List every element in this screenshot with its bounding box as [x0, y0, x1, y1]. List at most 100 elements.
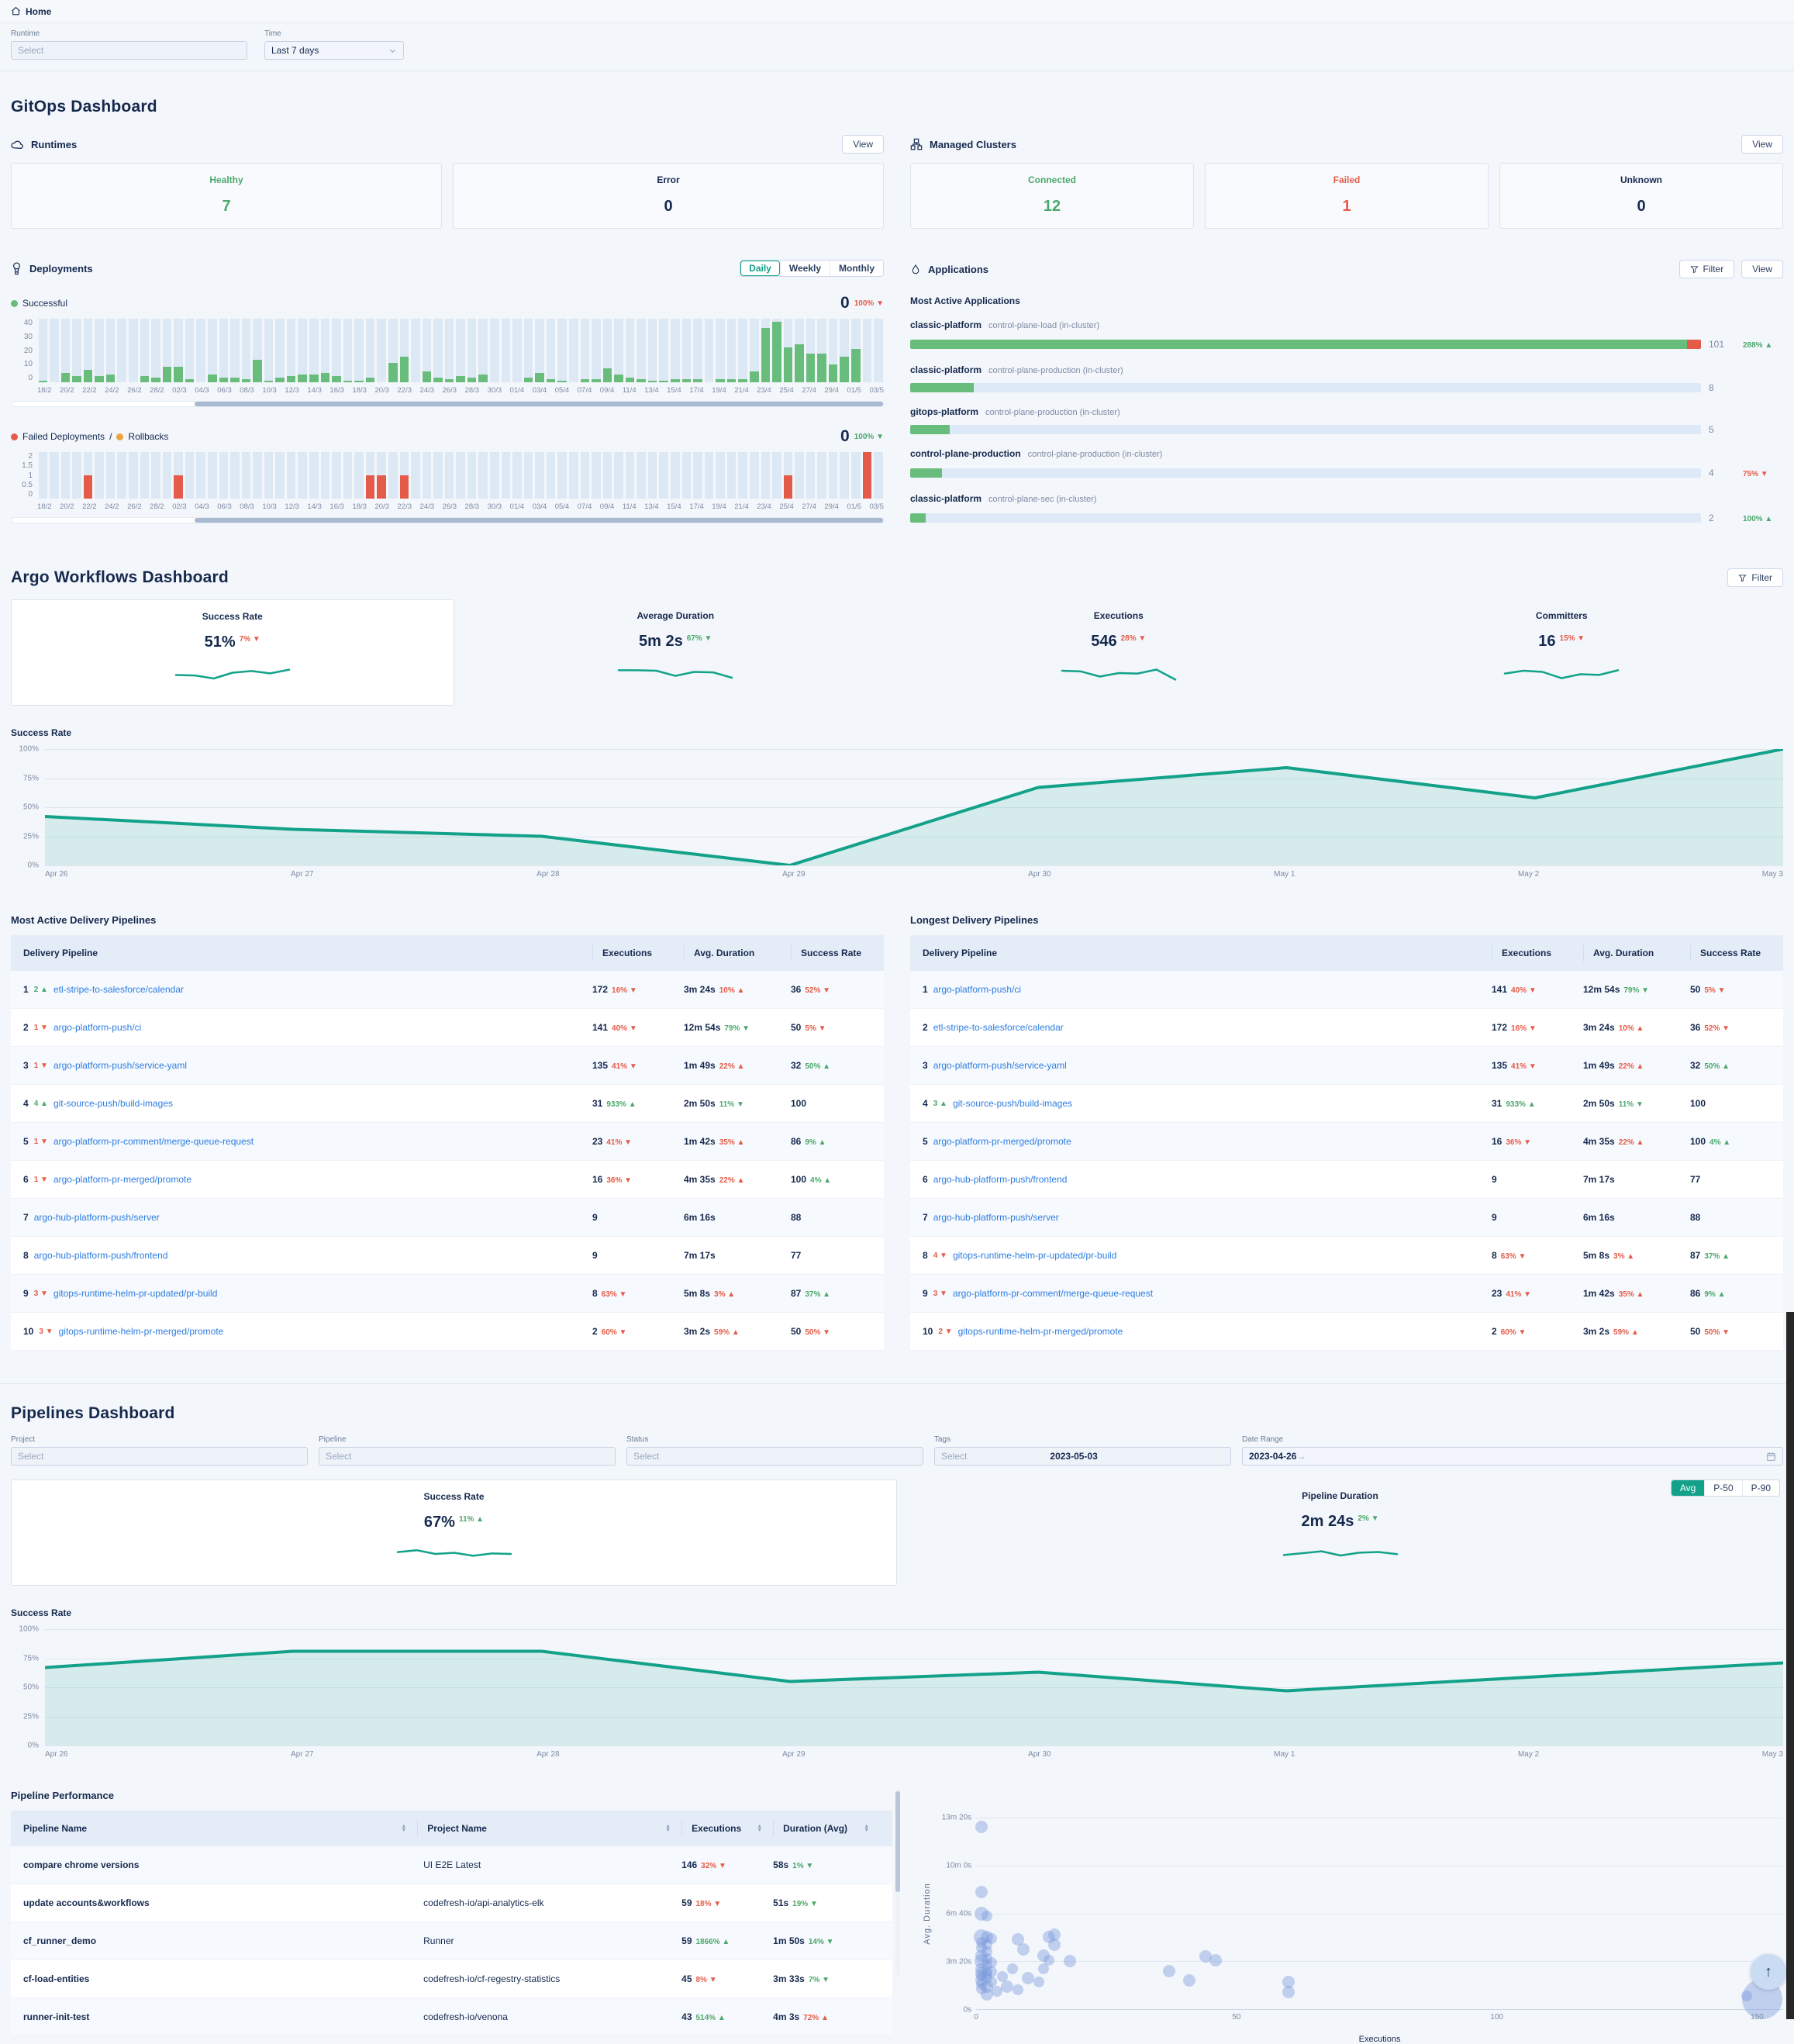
bar-slot: [443, 452, 455, 499]
table-header: Delivery Pipeline Executions Avg. Duration…: [910, 935, 1783, 971]
pipeline-link[interactable]: argo-platform-push/ci: [933, 984, 1022, 995]
value: 3m 2s: [1583, 1326, 1610, 1337]
date-range-picker[interactable]: 2023-04-26 → 2023-05-03: [1050, 1447, 1783, 1466]
delta-down: 60% ▼: [601, 1328, 627, 1337]
pipeline-link[interactable]: gitops-runtime-helm-pr-merged/promote: [58, 1326, 224, 1337]
pipeline-link[interactable]: argo-platform-pr-comment/merge-queue-req…: [952, 1288, 1154, 1299]
pipeline-link[interactable]: git-source-push/build-images: [53, 1098, 174, 1109]
bar: [716, 378, 725, 382]
pipeline-link[interactable]: argo-platform-pr-comment/merge-queue-req…: [53, 1136, 254, 1147]
runtimes-view-button[interactable]: View: [842, 135, 884, 154]
scatter-point: [975, 1885, 988, 1898]
bar-slot: [873, 452, 885, 499]
table-scrollbar[interactable]: [895, 1790, 901, 1976]
project-select[interactable]: Select: [11, 1447, 308, 1466]
delta-down: 2 ▼: [938, 1327, 953, 1336]
sort-icon[interactable]: ▲ ▼: [401, 1824, 407, 1833]
value: 58s: [773, 1859, 789, 1870]
pipeline-link[interactable]: argo-platform-push/ci: [53, 1022, 142, 1033]
stat-card-executions[interactable]: Executions 546 28% ▼: [897, 599, 1340, 706]
stat-card-average-duration[interactable]: Average Duration 5m 2s 67% ▼: [454, 599, 898, 706]
sort-icon[interactable]: ▲ ▼: [757, 1824, 763, 1833]
stat-card-success-rate[interactable]: Success Rate 51% 7% ▼: [11, 599, 454, 706]
bar-slot: [252, 319, 264, 382]
application-name[interactable]: control-plane-production: [910, 448, 1021, 459]
section-divider: [0, 1383, 1794, 1384]
duration-mode-avg[interactable]: Avg: [1671, 1480, 1705, 1496]
clusters-view-button[interactable]: View: [1741, 135, 1783, 154]
bar: [840, 357, 849, 382]
tags-select[interactable]: Select: [934, 1447, 1231, 1466]
time-value: Last 7 days: [271, 45, 319, 56]
applications-view-button[interactable]: View: [1741, 260, 1783, 278]
pipeline-link[interactable]: argo-platform-push/service-yaml: [53, 1060, 187, 1071]
pipeline-link[interactable]: argo-hub-platform-push/server: [33, 1212, 160, 1223]
pipeline-link[interactable]: argo-hub-platform-push/frontend: [33, 1250, 168, 1261]
stat-card-pipeline-duration[interactable]: Pipeline Duration 2m 24s 2% ▼ Avg P-50 P-90: [897, 1479, 1783, 1586]
bar-slot: [500, 452, 512, 499]
pipeline-link[interactable]: argo-platform-push/service-yaml: [933, 1060, 1067, 1071]
scrollbar-thumb[interactable]: [195, 402, 883, 406]
page-scrollbar[interactable]: [1786, 1312, 1794, 2019]
horizontal-scrollbar[interactable]: [11, 401, 884, 407]
time-select[interactable]: Last 7 days: [264, 41, 404, 60]
status-select[interactable]: Select: [626, 1447, 923, 1466]
pipeline-select[interactable]: Select: [319, 1447, 616, 1466]
scrollbar-thumb[interactable]: [195, 518, 883, 523]
delta-up: 2 ▲: [33, 985, 48, 994]
x-axis: 18/2 20/2 22/2 24/2 26/2 28/2 02/3 04/3 06/3 08/3…: [37, 502, 884, 511]
pipeline-link[interactable]: etl-stripe-to-salesforce/calendar: [53, 984, 185, 995]
pipelines-success-rate-chart: 100% 75% 50% 25% 0% Apr 26 Apr 27 Apr 28 Apr 29 A…: [0, 1625, 1794, 1759]
argo-filter-button[interactable]: Filter: [1727, 568, 1783, 587]
bar-slot: [873, 319, 885, 382]
x-tick: 21/4: [734, 502, 749, 511]
value: 9: [592, 1250, 598, 1261]
scatter-point: [981, 1969, 992, 1980]
mode-monthly[interactable]: Monthly: [830, 261, 883, 276]
mode-daily[interactable]: Daily: [740, 261, 780, 276]
stat-card-success-rate[interactable]: Success Rate 67% 11% ▲: [11, 1479, 897, 1586]
duration-mode-p-50[interactable]: P-50: [1704, 1480, 1742, 1496]
rank: 3: [923, 1060, 928, 1071]
runtime-healthy-card: Healthy 7: [11, 163, 442, 229]
pipeline-link[interactable]: argo-platform-pr-merged/promote: [933, 1136, 1071, 1147]
sort-icon[interactable]: ▲ ▼: [665, 1824, 671, 1833]
horizontal-scrollbar[interactable]: [11, 517, 884, 523]
breadcrumb-home[interactable]: Home: [26, 5, 52, 17]
application-name[interactable]: classic-platform: [910, 364, 982, 375]
pipeline-link[interactable]: etl-stripe-to-salesforce/calendar: [933, 1022, 1064, 1033]
x-tick: 20/3: [374, 386, 389, 395]
pipeline-link[interactable]: gitops-runtime-helm-pr-merged/promote: [957, 1326, 1123, 1337]
scroll-to-top-button[interactable]: ↑: [1751, 1954, 1786, 1990]
deployments-title: Deployments: [29, 262, 93, 274]
application-name[interactable]: classic-platform: [910, 493, 982, 504]
runtime-select[interactable]: Select: [11, 41, 247, 60]
stat-card-committers[interactable]: Committers 16 15% ▼: [1340, 599, 1784, 706]
duration-mode-p-90[interactable]: P-90: [1741, 1480, 1779, 1496]
mode-weekly[interactable]: Weekly: [779, 261, 830, 276]
pipeline-link[interactable]: gitops-runtime-helm-pr-updated/pr-build: [952, 1250, 1117, 1261]
application-name[interactable]: classic-platform: [910, 319, 982, 330]
application-value: 101: [1709, 339, 1725, 350]
bar-slot: [737, 452, 749, 499]
bar: [253, 360, 262, 382]
x-tick: 19/4: [712, 502, 726, 511]
argo-success-rate-title: Success Rate: [11, 727, 72, 738]
pipeline-link[interactable]: argo-hub-platform-push/frontend: [933, 1174, 1068, 1185]
x-tick: 30/3: [487, 386, 502, 395]
value: 9: [1492, 1174, 1497, 1185]
value: 87: [1690, 1250, 1701, 1261]
y-tick: 50%: [22, 1683, 39, 1692]
applications-title: Applications: [928, 263, 989, 275]
sort-icon[interactable]: ▲ ▼: [864, 1824, 870, 1833]
pipeline-link[interactable]: argo-platform-pr-merged/promote: [53, 1174, 192, 1185]
value: 51s: [773, 1897, 789, 1908]
x-tick: 03/5: [869, 386, 884, 395]
pipeline-link[interactable]: gitops-runtime-helm-pr-updated/pr-build: [53, 1288, 218, 1299]
pipeline-link[interactable]: git-source-push/build-images: [952, 1098, 1073, 1109]
scatter-point: [1282, 1975, 1295, 1988]
pipeline-link[interactable]: argo-hub-platform-push/server: [933, 1212, 1059, 1223]
application-name[interactable]: gitops-platform: [910, 406, 978, 417]
x-tick: 12/3: [285, 502, 299, 511]
applications-filter-button[interactable]: Filter: [1678, 260, 1735, 278]
